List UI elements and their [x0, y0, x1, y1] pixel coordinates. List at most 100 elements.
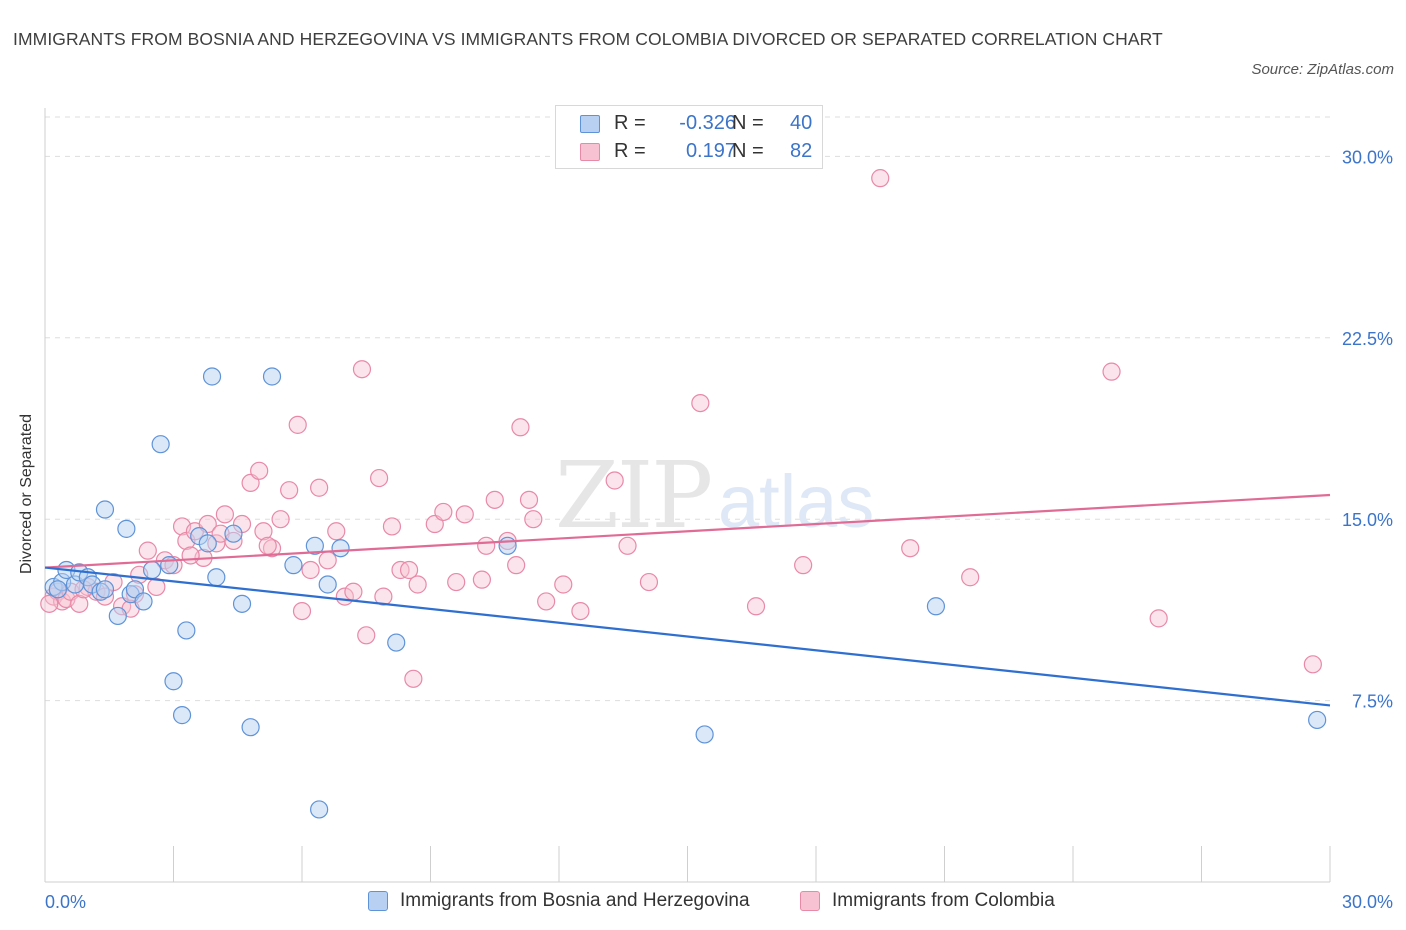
bosnia-point [305, 536, 324, 555]
colombia-point [554, 575, 573, 594]
bosnia-point [498, 536, 517, 555]
colombia-point [399, 560, 419, 580]
bosnia-point [224, 524, 243, 543]
colombia-point [537, 592, 556, 611]
y-tick-label: 7.5% [1352, 692, 1393, 712]
bosnia-point [108, 606, 127, 626]
colombia-point [215, 505, 234, 524]
bosnia-point [387, 633, 406, 652]
bosnia-point [284, 556, 303, 575]
bosnia-points [44, 367, 1327, 819]
source-credit: Source: ZipAtlas.com [1251, 61, 1394, 78]
colombia-point [477, 536, 496, 555]
bosnia-point [1308, 710, 1327, 730]
r-value: 0.197 [685, 140, 736, 162]
colombia-point [571, 601, 590, 621]
colombia-point [434, 502, 453, 522]
watermark-atlas: atlas [718, 460, 874, 543]
colombia-point [447, 572, 466, 592]
colombia-point [310, 478, 329, 497]
bosnia-point [198, 534, 217, 553]
colombia-point [301, 560, 320, 580]
colombia-legend-label: Immigrants from Colombia [832, 890, 1055, 911]
colombia-point [455, 505, 474, 524]
colombia-point [524, 510, 543, 529]
colombia-point [258, 536, 277, 555]
colombia-point [374, 587, 393, 606]
colombia-swatch [580, 143, 600, 161]
y-tick-label: 30.0% [1342, 147, 1393, 167]
bosnia-point [134, 592, 153, 611]
x-tick-label: 0.0% [45, 892, 86, 912]
colombia-point [70, 594, 89, 613]
n-label: N = [732, 140, 764, 162]
colombia-point [250, 461, 269, 480]
colombia-point [370, 468, 389, 488]
colombia-point [605, 471, 624, 490]
y-tick-label: 15.0% [1342, 510, 1393, 530]
colombia-point [382, 517, 402, 536]
colombia-point [1149, 609, 1168, 628]
bosnia-point [262, 367, 282, 386]
axes [44, 108, 1331, 883]
bosnia-point [241, 718, 260, 737]
colombia-point [961, 568, 980, 587]
r-label: R = [614, 140, 646, 162]
y-tick-label: 22.5% [1342, 329, 1393, 349]
watermark-zip: ZIP [555, 442, 711, 549]
colombia-point [280, 481, 299, 500]
bosnia-point [232, 594, 252, 613]
bosnia-point [310, 800, 329, 819]
r-value: -0.326 [679, 112, 736, 134]
colombia-point [618, 536, 637, 555]
bosnia-legend-swatch [368, 891, 388, 911]
bosnia-legend-label: Immigrants from Bosnia and Herzegovina [400, 890, 750, 911]
bosnia-point [172, 706, 192, 725]
bosnia-point [164, 672, 183, 691]
colombia-point [271, 510, 290, 529]
colombia-point [511, 418, 530, 437]
tick-labels: 7.5% 15.0% 22.5% 30.0% 0.0% 30.0% [45, 147, 1393, 912]
bosnia-point [48, 580, 67, 599]
colombia-points [40, 169, 1322, 688]
colombia-point [181, 546, 200, 565]
colombia-point [138, 541, 157, 560]
watermark: ZIP atlas [555, 442, 874, 549]
bosnia-point [151, 435, 170, 454]
bosnia-point [117, 519, 136, 538]
colombia-point [318, 551, 337, 570]
colombia-point [408, 575, 427, 594]
bosnia-point [318, 575, 337, 594]
bosnia-point [331, 539, 350, 558]
bosnia-point [926, 597, 946, 616]
bosnia-point [207, 568, 226, 587]
n-value: 40 [790, 112, 813, 134]
colombia-point [254, 522, 273, 541]
bosnia-point [142, 560, 162, 580]
colombia-point [1102, 362, 1121, 381]
colombia-point [288, 415, 307, 434]
colombia-point [871, 169, 890, 188]
chart-title: IMMIGRANTS FROM BOSNIA AND HERZEGOVINA V… [13, 29, 1163, 49]
bosnia-point [95, 580, 115, 599]
n-value: 82 [790, 140, 813, 162]
bosnia-swatch [580, 115, 600, 133]
colombia-point [639, 572, 659, 592]
colombia-point [794, 556, 813, 575]
colombia-point [507, 556, 526, 575]
colombia-trend-line [44, 493, 1331, 569]
trend-lines [44, 493, 1331, 707]
colombia-point [344, 582, 363, 601]
colombia-point [404, 669, 423, 688]
grid-lines [45, 116, 1330, 702]
x-tick-label: 30.0% [1342, 892, 1393, 912]
colombia-point [901, 539, 920, 558]
bosnia-point [177, 621, 196, 640]
bosnia-point [202, 367, 222, 386]
colombia-point [1303, 655, 1322, 674]
colombia-point [292, 601, 312, 621]
bosnia-point [95, 500, 115, 519]
bosnia-point [695, 725, 714, 744]
colombia-point [691, 393, 710, 413]
